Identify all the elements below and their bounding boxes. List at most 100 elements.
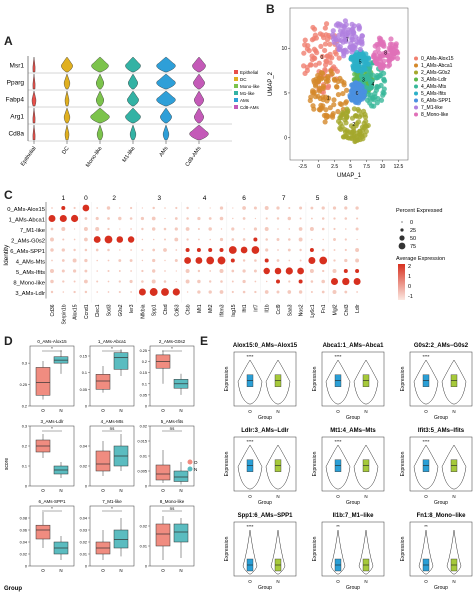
violin-shape [446, 529, 462, 575]
umap-point [368, 83, 374, 89]
x-axis-label: Group [258, 585, 272, 591]
legend-label: Cd8-AMs [240, 105, 260, 110]
expression-dot [84, 237, 88, 242]
y-tick-label: 0.04 [80, 445, 87, 449]
umap-point [330, 28, 336, 34]
significance-label: **** [422, 354, 429, 359]
expression-dot [355, 227, 359, 231]
x-tick-label: N [276, 579, 279, 584]
expression-dot [152, 248, 156, 252]
y-axis-label: Expression [224, 366, 230, 391]
umap-point [360, 76, 367, 82]
expression-dot [119, 207, 121, 209]
umap-point [394, 55, 401, 62]
expression-dot [149, 288, 158, 296]
expression-dot [208, 248, 213, 252]
subplot-title: Ifit3:5_AMs−Ifits [418, 428, 465, 434]
expression-dot [141, 249, 144, 251]
umap-point [369, 96, 376, 102]
expression-dot [84, 258, 88, 263]
expression-dot [175, 280, 177, 283]
gene-label: Spp1 [152, 304, 158, 316]
category-label: DC [61, 146, 70, 156]
expression-dot [264, 290, 269, 294]
umap-point [356, 114, 363, 120]
expression-dot [197, 279, 201, 284]
expression-dot [186, 206, 189, 210]
expression-dot [174, 259, 178, 262]
expression-dot [219, 216, 224, 221]
gene-label: Sod3 [107, 304, 113, 316]
expression-dot [61, 248, 65, 252]
legend-dot [414, 63, 418, 68]
expression-dot [232, 217, 234, 220]
expression-dot [198, 238, 200, 241]
umap-point [361, 88, 368, 94]
expression-dot [265, 248, 269, 252]
panel-label-b: B [266, 2, 275, 16]
gene-label: Nfkbia [140, 304, 146, 318]
y-axis-label: Expression [400, 536, 406, 561]
legend-dot [187, 459, 193, 465]
expression-dot [264, 206, 269, 210]
umap-point [343, 22, 349, 28]
legend-label: 4_AMs-Mts [421, 84, 447, 90]
size-legend-dot [400, 228, 404, 232]
expression-dot [130, 249, 132, 251]
expression-dot [230, 258, 235, 263]
expression-dot [197, 227, 200, 231]
x-axis-label: Group [434, 415, 448, 421]
subplot-title: G0s2:2_AMs−G0s2 [414, 343, 469, 349]
umap-point [333, 84, 340, 90]
legend-label: 5_AMs-Ifits [421, 91, 447, 97]
x-tick-label: O [248, 494, 252, 499]
x-tick-label: N [452, 579, 455, 584]
y-tick-label: 0.1 [142, 382, 147, 386]
legend-dot [414, 91, 418, 96]
expression-dot [276, 206, 280, 210]
color-legend-value: 1 [408, 274, 411, 280]
expression-dot [164, 259, 166, 262]
expression-dot [231, 280, 234, 283]
subplot-title: Spp1:6_AMs−SPP1 [238, 513, 294, 519]
expression-dot [96, 259, 98, 262]
subplot-frame [409, 521, 473, 577]
expression-dot [96, 280, 99, 283]
umap-point [393, 44, 399, 50]
umap-point [378, 54, 384, 60]
color-legend-value: 2 [408, 264, 411, 270]
expression-dot [277, 249, 279, 251]
umap-point [361, 125, 367, 131]
expression-dot [355, 206, 359, 210]
umap-point [350, 56, 356, 62]
umap-point [351, 106, 357, 112]
expression-dot [242, 206, 246, 210]
umap-point [340, 29, 346, 35]
umap-point [333, 51, 339, 57]
y-axis-label: Expression [224, 451, 230, 476]
expression-dot [299, 206, 303, 210]
umap-point [337, 121, 344, 127]
umap-point [302, 37, 308, 43]
x-tick-label: N [59, 568, 62, 573]
x-tick-label: N [364, 409, 367, 414]
legend-dot [187, 466, 193, 472]
y-tick-label: 0.04 [80, 517, 87, 521]
x-axis-label: Group [346, 585, 360, 591]
expression-dot [174, 217, 178, 220]
expression-dot [61, 259, 65, 262]
x-tick-label: N [179, 408, 182, 413]
legend-dot [414, 56, 418, 61]
significance-label: * [51, 426, 53, 431]
expression-dot [231, 269, 235, 273]
umap-point [381, 90, 387, 96]
expression-dot [321, 227, 325, 231]
box-body [113, 352, 129, 370]
y-tick-label: 0 [145, 405, 147, 409]
umap-point [349, 49, 355, 55]
subplot-title: Il1b:7_M1−like [333, 513, 375, 519]
category-label: AMs [158, 146, 169, 159]
expression-dot [356, 291, 358, 293]
umap-point [331, 102, 337, 108]
umap-point [352, 98, 359, 104]
